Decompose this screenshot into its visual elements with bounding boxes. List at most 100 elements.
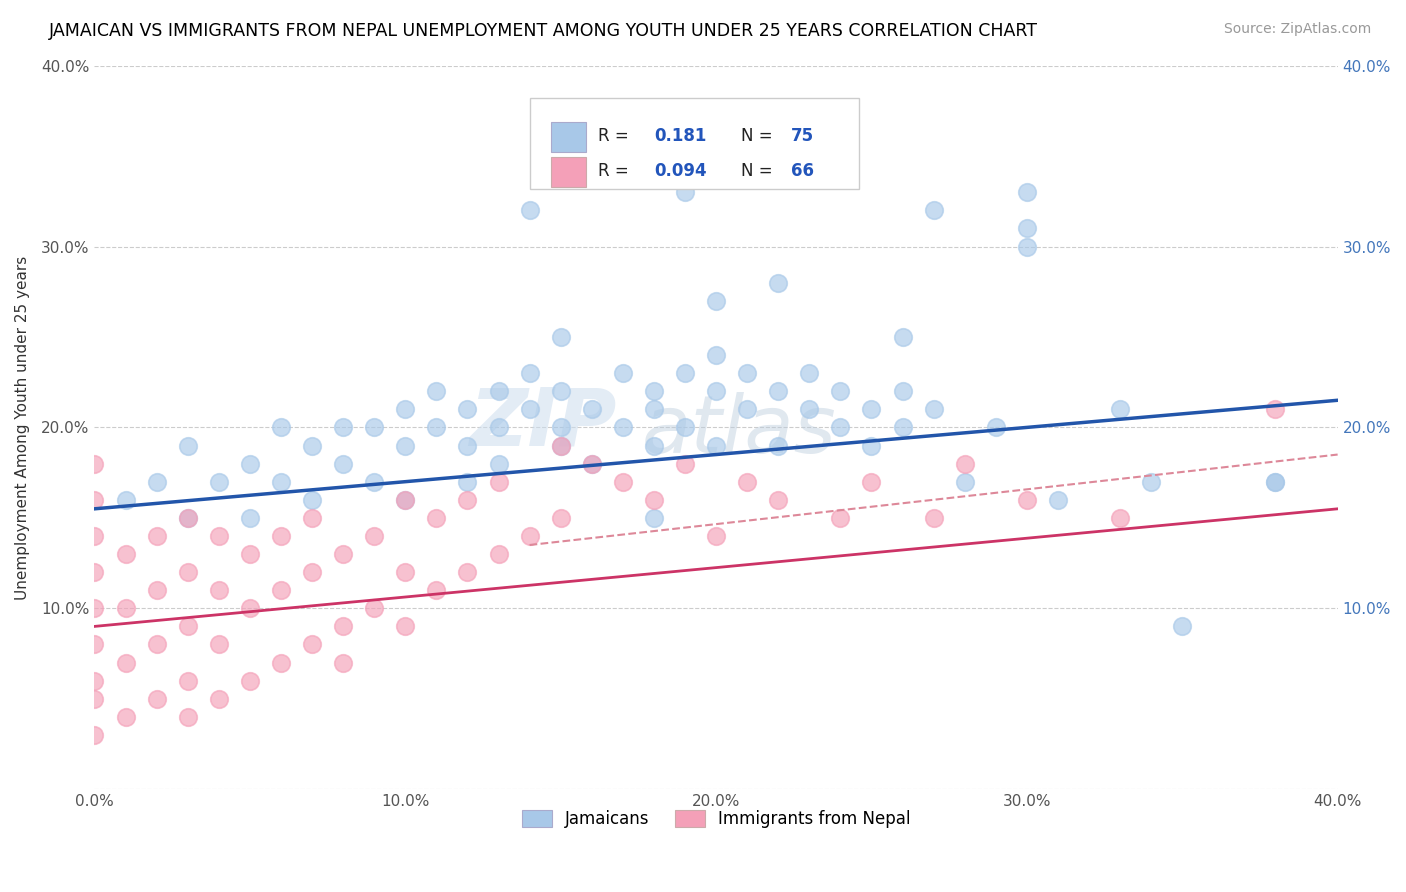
Point [394,565,416,579]
Point [519,203,541,218]
Point [612,475,634,489]
Y-axis label: Unemployment Among Youth under 25 years: Unemployment Among Youth under 25 years [15,255,30,599]
Point [550,384,572,399]
Point [1109,511,1132,525]
Point [922,511,945,525]
Point [270,475,292,489]
Point [799,402,821,417]
Point [643,511,665,525]
Point [550,420,572,434]
Point [301,492,323,507]
Point [145,529,167,543]
Point [1046,492,1069,507]
Point [83,492,105,507]
Point [332,656,354,670]
Point [332,420,354,434]
Point [145,691,167,706]
Point [239,511,262,525]
Point [550,511,572,525]
Legend: Jamaicans, Immigrants from Nepal: Jamaicans, Immigrants from Nepal [515,804,917,835]
Point [332,547,354,561]
Point [704,529,727,543]
Point [488,547,510,561]
Text: N =: N = [741,127,772,145]
Point [332,457,354,471]
Point [456,475,478,489]
Point [394,492,416,507]
Point [1171,619,1194,633]
Text: N =: N = [741,161,772,179]
Point [1015,239,1038,253]
Point [301,565,323,579]
Point [860,438,883,452]
Point [239,601,262,615]
Point [519,366,541,380]
Point [922,402,945,417]
Point [83,601,105,615]
Text: ZIP: ZIP [470,384,617,463]
Point [301,511,323,525]
Point [425,511,447,525]
Point [114,656,136,670]
Text: 66: 66 [790,161,814,179]
Point [394,438,416,452]
Point [1264,475,1286,489]
Point [394,619,416,633]
Point [612,366,634,380]
Point [208,529,231,543]
Point [1015,186,1038,200]
Text: Source: ZipAtlas.com: Source: ZipAtlas.com [1223,22,1371,37]
Point [1140,475,1163,489]
Point [332,619,354,633]
Point [704,438,727,452]
Point [581,402,603,417]
Point [177,565,200,579]
Point [735,402,758,417]
Point [488,384,510,399]
Text: 75: 75 [790,127,814,145]
Point [270,420,292,434]
Point [488,420,510,434]
Point [766,276,789,290]
Point [581,457,603,471]
Point [550,330,572,344]
Point [363,475,385,489]
Point [145,475,167,489]
Point [643,384,665,399]
Point [208,638,231,652]
Point [83,728,105,742]
Point [363,420,385,434]
Point [456,565,478,579]
Point [488,475,510,489]
Point [425,420,447,434]
Point [735,475,758,489]
Point [891,384,914,399]
Point [673,366,696,380]
Point [456,492,478,507]
Point [270,656,292,670]
Point [1109,402,1132,417]
Point [239,457,262,471]
Point [83,529,105,543]
Point [456,438,478,452]
Point [860,402,883,417]
Point [704,384,727,399]
Point [860,475,883,489]
Point [673,457,696,471]
Point [830,511,852,525]
Point [83,565,105,579]
Point [799,366,821,380]
Point [394,402,416,417]
Point [488,457,510,471]
Point [208,691,231,706]
Point [425,384,447,399]
Point [270,583,292,598]
Point [177,673,200,688]
Text: 0.094: 0.094 [654,161,707,179]
Point [425,583,447,598]
Point [643,402,665,417]
Point [301,638,323,652]
Point [270,529,292,543]
Point [1015,492,1038,507]
Point [83,691,105,706]
